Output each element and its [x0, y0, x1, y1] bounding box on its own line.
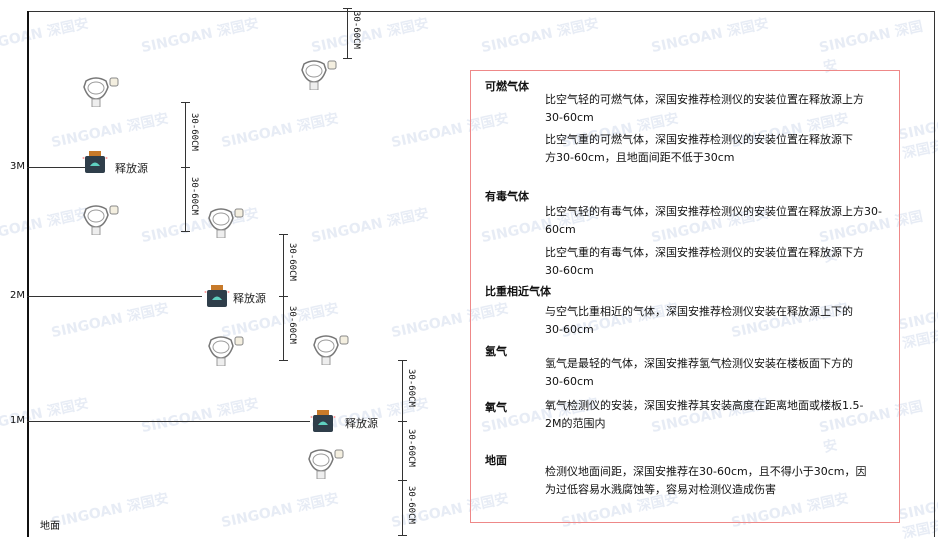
- dimension-tick: [343, 8, 352, 9]
- watermark: SINGOAN 深国安: [139, 15, 261, 57]
- gas-detector-icon: [80, 203, 124, 239]
- note-oxygen-text: 氧气检测仪的安装，深国安推荐其安装高度在距离地面或楼板1.5-2M的范围内: [545, 399, 864, 430]
- dimension-label: 30-60CM: [189, 112, 199, 151]
- dimension-tick: [398, 535, 407, 536]
- dimension-tick: [279, 234, 288, 235]
- dimension-tick: [279, 360, 288, 361]
- release-source-icon: [82, 150, 108, 178]
- note-ground-title: 地面: [485, 454, 507, 467]
- watermark: SINGOAN 深国安: [309, 205, 431, 247]
- watermark: SINGOAN 深国安: [0, 205, 91, 247]
- watermark: SINGOAN 深国安: [49, 300, 171, 342]
- note-toxic-heavy: 比空气重的有毒气体，深国安推荐检测仪的安装位置在释放源下方30-60cm: [545, 246, 864, 277]
- dimension-tick: [398, 360, 407, 361]
- note-similar-text: 与空气比重相近的气体，深国安推荐检测仪安装在释放源上下的30-60cm: [545, 305, 853, 336]
- level-2m-line: [27, 296, 202, 297]
- gas-detector-icon: [205, 206, 249, 242]
- dimension-tick: [343, 58, 352, 59]
- note-combustible-title: 可燃气体: [485, 80, 529, 93]
- dimension-label: 30-60CM: [287, 243, 297, 281]
- notes-panel: 可燃气体 比空气轻的可燃气体，深国安推荐检测仪的安装位置在释放源上方30-60c…: [470, 70, 900, 523]
- release-source-label: 释放源: [233, 292, 266, 305]
- watermark: SINGOAN 深国安: [479, 15, 601, 57]
- watermark: SINGOAN 深国安: [309, 15, 431, 57]
- dimension-label: 30-60CM: [287, 306, 297, 344]
- dimension-line: [402, 421, 403, 480]
- dimension-tick: [181, 102, 190, 103]
- note-similar-title: 比重相近气体: [485, 285, 551, 298]
- watermark: SINGOAN 深国安: [817, 18, 925, 76]
- watermark: SINGOAN 深国安: [49, 490, 171, 532]
- release-source-icon: [310, 409, 336, 437]
- level-1m: 1M: [10, 415, 25, 426]
- note-hydrogen-text: 氢气是最轻的气体，深国安推荐氢气检测仪安装在楼板面下方的30-60cm: [545, 357, 853, 388]
- watermark: SINGOAN 深国安: [649, 15, 771, 57]
- ceiling-line: [27, 11, 935, 12]
- note-toxic-title: 有毒气体: [485, 190, 529, 203]
- release-source-label: 释放源: [345, 417, 378, 430]
- release-source-label: 释放源: [115, 162, 148, 175]
- watermark: SINGOAN 深国安: [219, 490, 341, 532]
- dimension-label: 30-60CM: [406, 428, 416, 467]
- note-combustible-light: 比空气轻的可燃气体，深国安推荐检测仪的安装位置在释放源上方30-60cm: [545, 93, 864, 124]
- dimension-line: [402, 480, 403, 535]
- dimension-line: [283, 296, 284, 360]
- dimension-tick: [181, 167, 190, 168]
- watermark: SINGOAN 深国安: [0, 15, 91, 57]
- dimension-line: [185, 102, 186, 167]
- dimension-label: 30-60CM: [406, 485, 416, 524]
- gas-detector-icon: [310, 333, 354, 369]
- watermark: SINGOAN 深国安: [219, 110, 341, 152]
- dimension-line: [347, 8, 348, 58]
- watermark: SINGOAN 深国安: [139, 395, 261, 437]
- gas-detector-icon: [298, 58, 342, 94]
- release-source-icon: [204, 284, 230, 312]
- level-2m: 2M: [10, 290, 25, 301]
- note-ground-text: 检测仪地面间距，深国安推荐在30-60cm，且不得小于30cm，因为过低容易水溅…: [545, 465, 867, 496]
- watermark: SINGOAN 深国安: [897, 302, 938, 353]
- note-toxic-light: 比空气轻的有毒气体，深国安推荐检测仪的安装位置在释放源上方30-60cm: [545, 205, 882, 236]
- gas-detector-icon: [80, 75, 124, 111]
- note-hydrogen-title: 氢气: [485, 345, 507, 358]
- note-oxygen-title: 氧气: [485, 401, 507, 414]
- dimension-label: 30-60CM: [406, 368, 416, 407]
- level-1m-line: [27, 421, 310, 422]
- dimension-tick: [279, 296, 288, 297]
- dimension-line: [402, 360, 403, 421]
- watermark: SINGOAN 深国安: [897, 492, 938, 541]
- right-wall: [934, 11, 935, 537]
- dimension-line: [185, 167, 186, 231]
- watermark: SINGOAN 深国安: [49, 110, 171, 152]
- note-combustible-heavy: 比空气重的可燃气体，深国安推荐检测仪的安装位置在释放源下方30-60cm，且地面…: [545, 133, 853, 164]
- dimension-label: 30-60CM: [189, 177, 199, 215]
- ground-label: 地面: [40, 521, 60, 532]
- level-3m-line: [27, 167, 85, 168]
- watermark: SINGOAN 深国安: [897, 112, 938, 163]
- dimension-line: [283, 234, 284, 296]
- height-axis: [27, 11, 29, 537]
- gas-detector-icon: [205, 334, 249, 370]
- dimension-tick: [398, 480, 407, 481]
- gas-detector-icon: [305, 447, 349, 483]
- dimension-tick: [181, 231, 190, 232]
- dimension-tick: [398, 421, 407, 422]
- level-3m: 3M: [10, 161, 25, 172]
- dimension-label: 30-60CM: [351, 11, 361, 49]
